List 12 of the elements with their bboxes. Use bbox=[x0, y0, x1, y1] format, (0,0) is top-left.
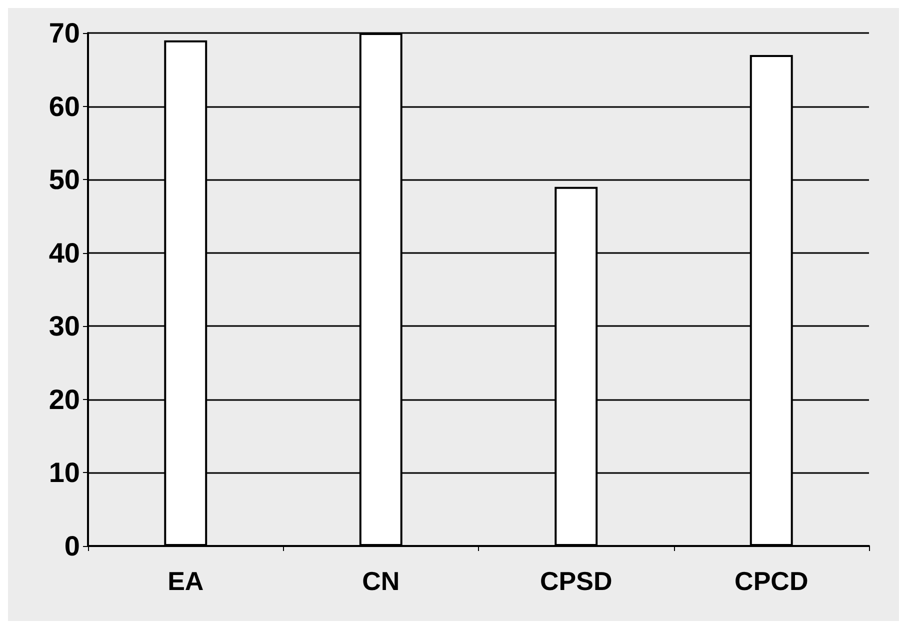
y-tick-label: 60 bbox=[48, 90, 80, 122]
y-tick-label: 10 bbox=[48, 457, 80, 488]
x-tick-label: CPSD bbox=[540, 566, 612, 596]
y-tick-label: 50 bbox=[48, 164, 80, 196]
y-tick-label: 40 bbox=[48, 237, 80, 268]
x-tick-label: CPCD bbox=[734, 566, 808, 596]
x-tick-label: EA bbox=[168, 566, 204, 596]
y-tick-label: 0 bbox=[64, 530, 80, 562]
y-tick-label: 30 bbox=[48, 310, 80, 342]
y-tick-label: 20 bbox=[48, 384, 80, 415]
y-tick-label: 70 bbox=[48, 18, 80, 48]
x-tick-label: CN bbox=[362, 566, 400, 596]
